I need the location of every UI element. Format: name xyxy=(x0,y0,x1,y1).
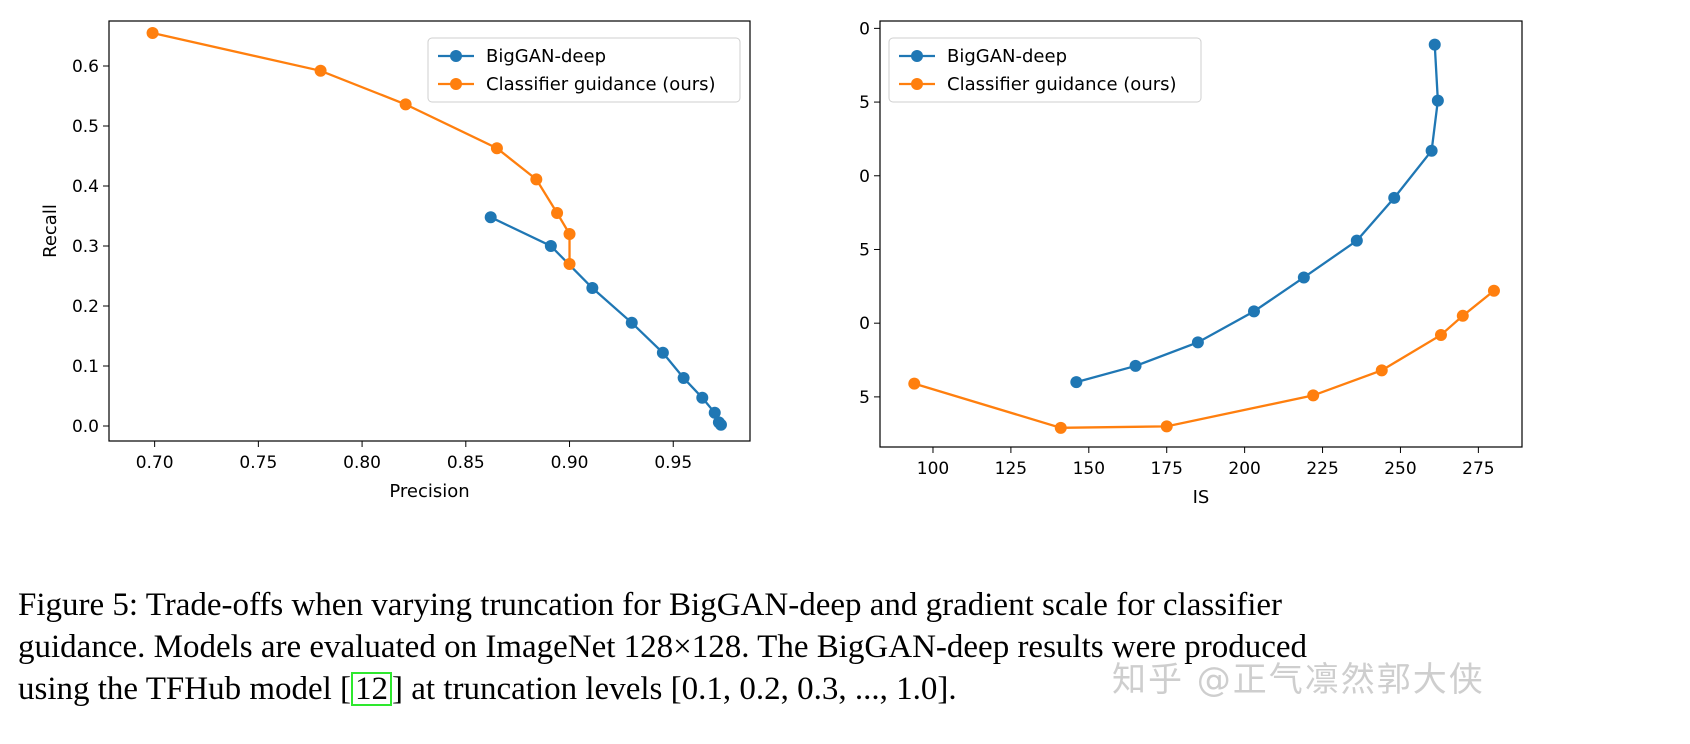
data-point xyxy=(1247,305,1260,318)
legend: BigGAN-deep Classifier guidance (ours) xyxy=(427,37,741,103)
data-point xyxy=(1160,420,1173,433)
x-tick-label: 0.70 xyxy=(136,453,174,473)
data-point xyxy=(1428,38,1441,51)
y-tick-label: 0.6 xyxy=(72,57,99,77)
series-line xyxy=(1076,44,1440,384)
data-point xyxy=(484,211,497,224)
data-point xyxy=(1297,271,1310,284)
y-tick-label: 30 xyxy=(860,19,870,39)
x-tick-label: 0.80 xyxy=(343,453,381,473)
legend-box xyxy=(888,37,1202,103)
data-point xyxy=(1191,336,1204,349)
is-fid-chart: 10012515017520022525027551015202530ISFID… xyxy=(860,19,1523,508)
precision-recall-chart: 0.70 0.75 0.80 0.85 0.90 0.95 0.0 0.1 0.2 0.3 0.4 0… xyxy=(40,20,751,502)
y-tick-label: 10 xyxy=(860,314,870,334)
x-tick-label: 150 xyxy=(1073,459,1105,479)
data-point xyxy=(908,377,921,390)
data-point xyxy=(563,228,576,240)
data-point xyxy=(625,316,638,329)
figure-caption: Figure 5: Trade-offs when varying trunca… xyxy=(18,584,1678,710)
data-point xyxy=(714,418,727,431)
x-tick-label: 100 xyxy=(917,459,949,479)
data-point xyxy=(1434,328,1447,341)
data-point xyxy=(1307,389,1320,402)
legend-label: BigGAN-deep xyxy=(486,46,606,67)
x-tick-label: 175 xyxy=(1150,459,1182,479)
y-tick-label: 25 xyxy=(860,93,870,113)
series-line xyxy=(913,289,1495,429)
plot-frame xyxy=(108,20,751,442)
data-point xyxy=(490,142,503,155)
citation-link[interactable]: 12 xyxy=(351,672,393,706)
data-point xyxy=(696,391,709,404)
caption-line-2: guidance. Models are evaluated on ImageN… xyxy=(18,629,1307,665)
data-point xyxy=(1456,309,1469,322)
data-point xyxy=(1070,376,1083,389)
plot-frame xyxy=(879,20,1523,448)
legend-box xyxy=(427,37,741,103)
data-point xyxy=(544,240,557,252)
x-tick-label: 250 xyxy=(1384,459,1416,479)
data-point xyxy=(1375,364,1388,377)
caption-line-3-before: using the TFHub model [ xyxy=(18,671,352,707)
y-tick-label: 0.0 xyxy=(72,417,99,437)
y-tick-label: 5 xyxy=(860,388,870,408)
legend-marker xyxy=(450,50,462,62)
x-tick-label: 0.85 xyxy=(447,453,485,473)
series-line xyxy=(490,216,722,426)
data-point xyxy=(314,64,327,77)
data-point xyxy=(677,372,690,384)
data-point xyxy=(1431,94,1444,107)
data-point xyxy=(1487,284,1500,297)
x-tick-label: 0.75 xyxy=(239,453,277,473)
x-axis-label: Precision xyxy=(389,481,469,502)
x-tick-label: 125 xyxy=(995,459,1027,479)
legend-label: BigGAN-deep xyxy=(947,46,1067,67)
data-point xyxy=(1350,234,1363,247)
legend: BigGAN-deep Classifier guidance (ours) xyxy=(888,37,1202,103)
data-point xyxy=(563,258,576,270)
data-point xyxy=(146,27,159,39)
x-tick-label: 200 xyxy=(1228,459,1260,479)
x-axis-label: IS xyxy=(1193,487,1210,508)
data-point xyxy=(708,406,721,419)
y-tick-label: 0.1 xyxy=(72,357,99,377)
data-point xyxy=(1425,144,1438,157)
data-point xyxy=(399,98,412,111)
legend-marker xyxy=(911,50,923,62)
y-axis-label: Recall xyxy=(40,204,61,258)
y-tick-label: 15 xyxy=(860,240,870,260)
data-point xyxy=(530,173,543,186)
data-point xyxy=(586,282,599,294)
data-point xyxy=(1388,191,1401,204)
legend-marker xyxy=(450,78,462,90)
y-tick-label: 0.3 xyxy=(72,237,99,257)
data-point xyxy=(1129,359,1142,372)
data-point xyxy=(656,346,669,359)
x-tick-label: 225 xyxy=(1306,459,1338,479)
y-tick-label: 20 xyxy=(860,167,870,187)
legend-label: Classifier guidance (ours) xyxy=(486,74,716,95)
legend-marker xyxy=(911,78,923,90)
data-point xyxy=(1054,421,1067,434)
x-tick-label: 275 xyxy=(1462,459,1494,479)
caption-line-1: Figure 5: Trade-offs when varying trunca… xyxy=(18,587,1283,623)
legend-label: Classifier guidance (ours) xyxy=(947,74,1177,95)
y-tick-label: 0.4 xyxy=(72,177,99,197)
y-tick-label: 0.5 xyxy=(72,117,99,137)
caption-line-3: using the TFHub model [12] at truncation… xyxy=(18,668,1678,710)
y-tick-label: 0.2 xyxy=(72,297,99,317)
data-point xyxy=(551,207,564,219)
caption-line-3-after: ] at truncation levels [0.1, 0.2, 0.3, .… xyxy=(392,671,957,707)
watermark: 知乎 @正气凛然郭大侠 xyxy=(1112,660,1485,700)
x-tick-label: 0.95 xyxy=(654,453,692,473)
x-tick-label: 0.90 xyxy=(551,453,589,473)
